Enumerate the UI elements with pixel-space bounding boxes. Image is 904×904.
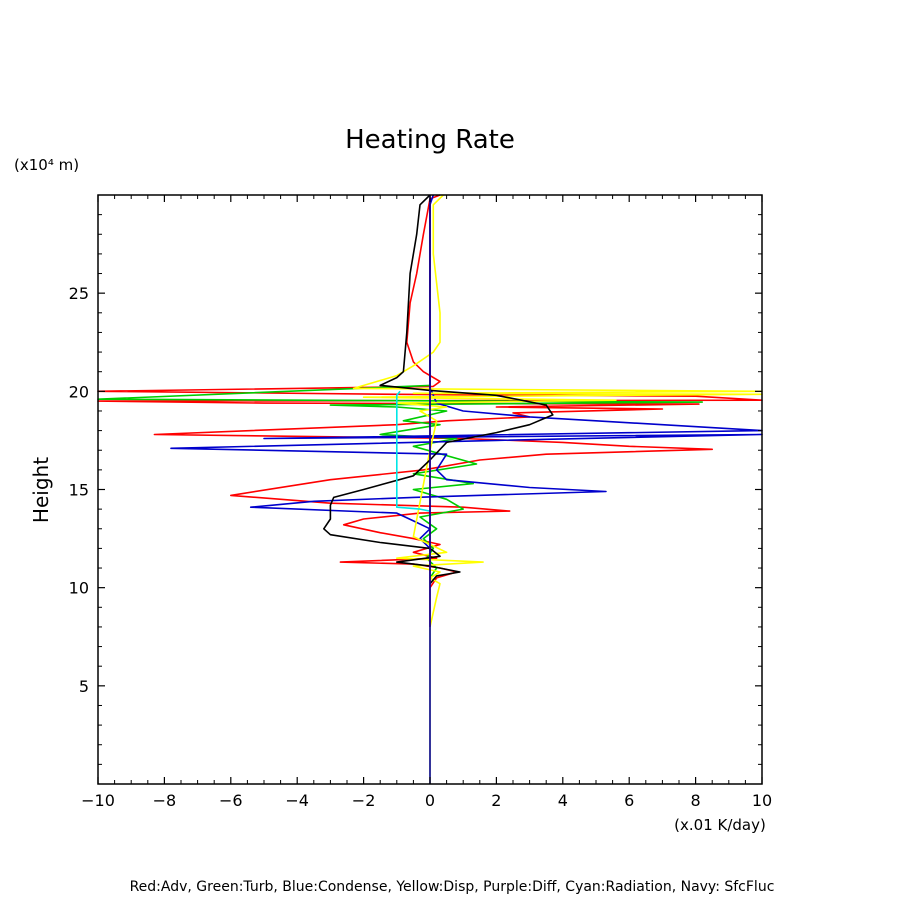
y-tick-label: 5 [79,677,89,696]
y-tick-label: 20 [69,382,89,401]
x-tick-label: 6 [624,791,634,810]
y-axis-label: Height [29,457,53,523]
x-tick-label: −4 [285,791,309,810]
x-tick-label: −2 [352,791,376,810]
y-axis-unit: (x10⁴ m) [14,156,79,174]
x-tick-label: −6 [219,791,243,810]
legend-text: Red:Adv, Green:Turb, Blue:Condense, Yell… [130,879,775,895]
series-line-1 [97,384,704,579]
x-tick-label: 2 [491,791,501,810]
x-axis-label: (x.01 K/day) [674,816,766,834]
series-group [97,194,763,784]
series-line-2 [170,194,763,559]
x-tick-label: 8 [691,791,701,810]
y-tick-label: 15 [69,481,89,500]
x-tick-label: 10 [752,791,772,810]
x-tick-label: −10 [81,791,115,810]
plot-frame [97,194,763,785]
series-line-5 [395,390,431,512]
x-tick-label: 0 [425,791,435,810]
y-tick-label: 25 [69,284,89,303]
chart-title: Heating Rate [345,125,515,155]
y-tick-label: 10 [69,579,89,598]
x-tick-label: −8 [153,791,177,810]
x-tick-label: 4 [558,791,568,810]
